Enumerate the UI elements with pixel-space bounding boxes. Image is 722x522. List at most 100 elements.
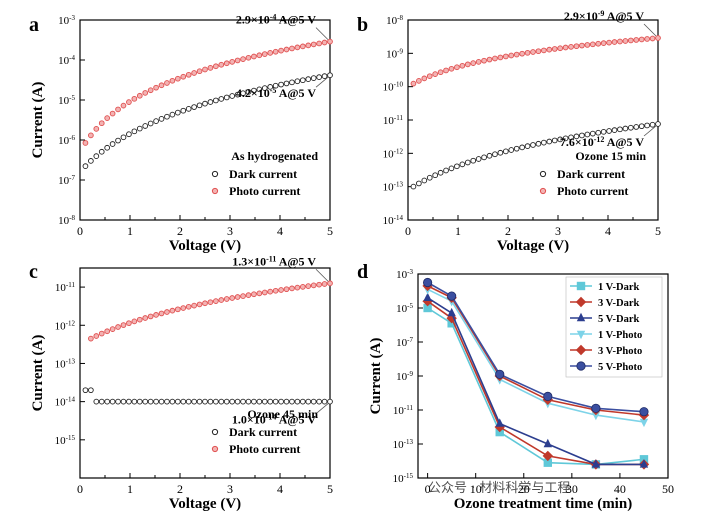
x-tick-label-c: 3 <box>227 482 233 496</box>
data-point-a <box>321 39 328 46</box>
data-point-c <box>185 398 192 405</box>
data-point-b <box>535 140 542 147</box>
annotation-arrow-a <box>315 27 329 40</box>
data-point-c <box>223 398 230 405</box>
data-point-b <box>486 152 493 159</box>
data-point-a <box>158 116 165 122</box>
series-dark-c <box>82 387 333 405</box>
series-photo-b <box>410 35 661 87</box>
data-point-a <box>153 84 159 91</box>
x-tick-label-a: 1 <box>127 224 133 238</box>
data-point-a <box>88 132 94 139</box>
data-point-c <box>185 303 192 310</box>
x-axis-title-a: Voltage (V) <box>169 238 241 254</box>
data-point-c <box>283 286 290 293</box>
data-point-c <box>98 398 105 405</box>
legend-label-a: Photo current <box>229 184 300 198</box>
data-point-c <box>153 312 159 318</box>
y-tick-label-b: 10-12 <box>383 147 404 160</box>
data-point-b <box>579 132 585 139</box>
data-point-c <box>115 398 121 405</box>
data-point-a <box>82 163 89 170</box>
data-point-c <box>180 398 187 405</box>
data-point-c <box>272 398 279 405</box>
data-point-d <box>423 292 432 301</box>
data-point-b <box>584 131 591 138</box>
data-point-c <box>234 398 241 405</box>
x-tick-label-a: 5 <box>327 224 333 238</box>
data-point-b <box>492 151 498 158</box>
data-point-b <box>600 40 607 47</box>
panel-letter-b: b <box>357 14 368 36</box>
annotation-label-a: 4.2×10-5 A@5 V <box>236 86 316 101</box>
annotation-label-b: 2.9×10-9 A@5 V <box>564 9 644 24</box>
data-point-c <box>327 280 333 287</box>
data-point-d <box>542 450 554 462</box>
data-point-a <box>180 73 187 80</box>
data-point-a <box>126 99 132 105</box>
data-point-a <box>294 44 301 51</box>
series-photo-c <box>88 280 333 342</box>
data-point-c <box>153 398 159 405</box>
y-tick-label-b: 10-13 <box>383 181 404 194</box>
y-tick-label-a: 10-7 <box>58 174 75 187</box>
data-point-a <box>104 144 111 151</box>
data-point-c <box>316 281 322 288</box>
data-point-b <box>513 145 520 152</box>
data-point-a <box>174 109 181 116</box>
y-tick-label-c: 10-14 <box>55 396 76 409</box>
data-point-c <box>261 289 268 296</box>
data-point-b <box>502 53 509 60</box>
annotation-arrow-c <box>315 403 329 414</box>
data-point-d <box>576 312 586 322</box>
x-tick-label-d: 30 <box>566 482 578 496</box>
data-point-c <box>310 398 317 405</box>
x-tick-label-d: 10 <box>470 482 482 496</box>
data-point-c <box>164 398 170 405</box>
panel-letter-c: c <box>29 261 38 283</box>
data-point-a <box>120 134 127 141</box>
legend-box-d <box>565 276 663 378</box>
data-point-a <box>109 141 116 147</box>
data-point-a <box>261 51 268 57</box>
data-point-a <box>136 125 143 132</box>
x-axis-title-c: Voltage (V) <box>169 496 241 512</box>
legend-label-d: 3 V-Photo <box>598 346 642 357</box>
data-point-a <box>196 102 203 109</box>
x-tick-label-a: 3 <box>227 224 233 238</box>
data-point-a <box>305 76 312 83</box>
legend-marker-a <box>211 170 219 178</box>
y-tick-label-b: 10-8 <box>386 14 403 27</box>
data-point-c <box>327 398 333 405</box>
x-tick-label-a: 2 <box>177 224 183 238</box>
data-point-d <box>639 418 649 428</box>
data-point-a <box>131 128 138 135</box>
data-point-d <box>576 281 586 291</box>
data-point-b <box>627 37 634 44</box>
data-point-a <box>180 107 187 114</box>
data-point-a <box>202 66 208 73</box>
data-point-a <box>202 100 208 107</box>
data-point-b <box>535 48 542 55</box>
data-point-b <box>611 39 618 45</box>
data-point-c <box>136 398 143 405</box>
data-point-a <box>229 58 236 65</box>
data-point-b <box>546 138 553 145</box>
data-point-b <box>541 47 547 54</box>
series-dark-b <box>410 121 661 190</box>
y-tick-label-d: 10-9 <box>396 370 413 383</box>
data-point-c <box>294 398 301 405</box>
data-point-a <box>294 78 301 85</box>
data-point-b <box>579 42 585 49</box>
data-point-c <box>321 281 328 287</box>
data-point-b <box>606 39 612 46</box>
data-point-b <box>573 133 580 140</box>
annotation-label-c: 1.3×10-11 A@5 V <box>232 254 316 269</box>
data-point-b <box>432 71 439 77</box>
data-point-c <box>120 398 127 405</box>
data-point-c <box>169 307 176 314</box>
legend-marker-b <box>539 170 547 178</box>
data-point-b <box>617 38 623 45</box>
y-axis-title-d: Current (A) <box>368 338 384 415</box>
data-point-c <box>267 288 274 295</box>
